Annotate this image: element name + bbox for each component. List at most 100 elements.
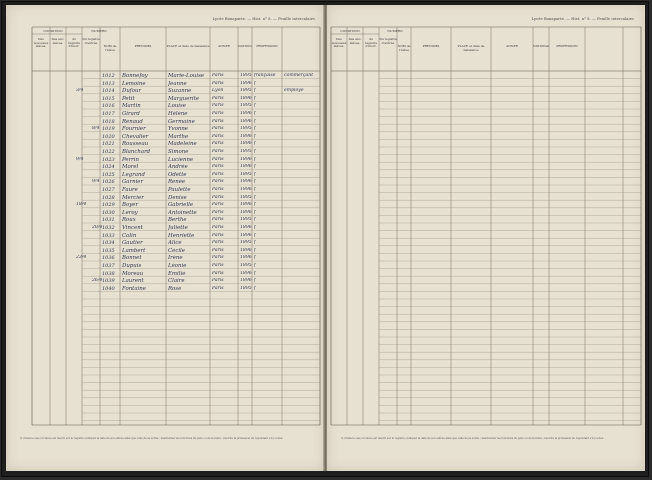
entry-n: 1013 [102, 80, 115, 87]
entry-prenom: Louise [168, 103, 186, 110]
entry-lieu: Paris [212, 240, 224, 246]
left-col-header: NATIONALITÉ [238, 45, 252, 48]
entry-lieu: Paris [212, 209, 224, 215]
margin-date: 26/4 [92, 278, 103, 284]
right-col-header: Du registre d'entrée [379, 38, 397, 45]
entry-n: 1017 [102, 111, 115, 117]
entry-nat: f [254, 263, 256, 268]
entry-prenom: Rose [168, 285, 182, 292]
entry-an: 1895 [240, 88, 252, 94]
left-group-numero: NUMÉRO [91, 29, 107, 33]
entry-an: 1896 [240, 270, 252, 276]
entry-n: 1025 [102, 171, 115, 178]
entry-an: 1895 [240, 73, 252, 78]
entry-n: 1024 [102, 164, 115, 171]
entry-nom: Blanchard [122, 149, 151, 155]
entry-n: 1032 [102, 225, 115, 231]
entry-prenom: Simone [168, 149, 189, 155]
entry-n: 1015 [102, 95, 115, 102]
entry-n: 1033 [102, 232, 115, 239]
left-col-header: NOM de l'élève [103, 45, 117, 52]
entry-nom: Leroy [122, 209, 138, 216]
entry-prenom: Henriette [168, 232, 195, 239]
entry-prenom: Hélène [168, 111, 188, 117]
entry-lieu: Paris [212, 103, 224, 109]
entry-nat: f [254, 209, 256, 215]
entry-lieu: Paris [212, 95, 224, 101]
entry-n: 1016 [102, 103, 115, 110]
entry-lieu: Paris [212, 194, 224, 200]
entry-n: 1039 [102, 278, 115, 285]
entry-n: 1029 [102, 202, 115, 209]
entry-nom: Gautier [122, 240, 143, 247]
entry-lieu: Paris [212, 149, 224, 154]
entry-prof: commerçant [284, 73, 314, 78]
entry-prenom: Léonie [168, 263, 187, 269]
entry-nat: f [254, 95, 256, 101]
entry-nat: f [254, 278, 256, 284]
entry-nat: f [254, 232, 256, 238]
entry-nat: f [254, 164, 256, 170]
entry-nom: Garnier [122, 179, 144, 186]
entry-prenom: Andrée [168, 164, 188, 171]
right-footnote: (1) Dans le cas où l'élève est inscrit s… [341, 437, 605, 440]
left-col-header: PRÉNOMS [134, 45, 152, 48]
entry-nat: f [254, 133, 256, 139]
entry-n: 1023 [102, 156, 115, 163]
right-col-header: du registre d'inscr. [364, 38, 378, 49]
entry-an: 1896 [240, 209, 252, 215]
entry-nat: f [254, 217, 256, 223]
entry-nom: Petit [122, 95, 135, 102]
entry-n: 1031 [102, 217, 115, 224]
entry-nat: f [254, 202, 256, 208]
entry-an: 1896 [240, 80, 252, 86]
entry-an: 1896 [240, 156, 252, 162]
entry-prenom: Gabrielle [168, 202, 194, 209]
entry-nat: f [254, 88, 256, 94]
entry-nat: f [254, 240, 256, 246]
left-footnote: (1) Dans le cas où l'élève est inscrit s… [20, 437, 284, 440]
entry-prenom: Cécile [168, 247, 185, 254]
entry-nom: Colin [122, 232, 137, 239]
entry-prenom: Alice [168, 240, 182, 247]
margin-date: 8/4 [92, 126, 100, 132]
entry-an: 1895 [240, 217, 252, 223]
entry-prenom: Germaine [168, 118, 195, 125]
entry-prenom: Claire [168, 278, 185, 285]
entry-an: 1895 [240, 194, 252, 200]
entry-nom: Fontaine [122, 285, 146, 292]
entry-lieu: Paris [212, 126, 224, 132]
entry-n: 1035 [102, 247, 115, 254]
entry-lieu: Paris [212, 141, 224, 147]
right-col-header: NATIONALITÉ [533, 45, 549, 48]
right-col-header: NOM de l'élève [397, 45, 411, 52]
entry-nom: Mercier [122, 194, 144, 201]
entry-lieu: Lyon [212, 88, 224, 94]
entry-n: 1019 [102, 126, 115, 133]
entry-an: 1895 [240, 171, 252, 177]
left-col-header: PLACE et date de naissance [166, 45, 210, 48]
entry-nom: Bonnefoy [122, 73, 148, 79]
entry-prenom: Odette [168, 171, 187, 178]
left-group-condition: CONDITION [43, 29, 63, 33]
entry-n: 1021 [102, 141, 115, 148]
right-col-header: PRÉNOMS [422, 45, 440, 48]
margin-date: 23/4 [76, 255, 87, 261]
entry-nom: Roux [122, 217, 136, 224]
entry-nat: f [254, 187, 256, 192]
entry-lieu: Paris [212, 73, 224, 78]
entry-nom: Legrand [122, 171, 145, 178]
entry-n: 1037 [102, 263, 115, 269]
entry-nom: Laurent [122, 278, 144, 285]
right-col-header: Des nouveaux élèves. [331, 38, 347, 49]
entry-n: 1036 [102, 255, 115, 262]
entry-nat: française [254, 73, 276, 78]
left-running-head: Lycée Bonaparte. — Hist. n° 8. — Feuille… [212, 17, 316, 21]
entry-an: 1896 [240, 179, 252, 185]
entry-nat: f [254, 270, 256, 276]
entry-nat: f [254, 171, 256, 177]
entry-prenom: Yvonne [168, 126, 188, 133]
entry-an: 1896 [240, 232, 252, 238]
entry-n: 1030 [102, 209, 115, 216]
right-page: Lycée Bonaparte. — Hist. n° 8. — Feuille… [327, 5, 645, 471]
